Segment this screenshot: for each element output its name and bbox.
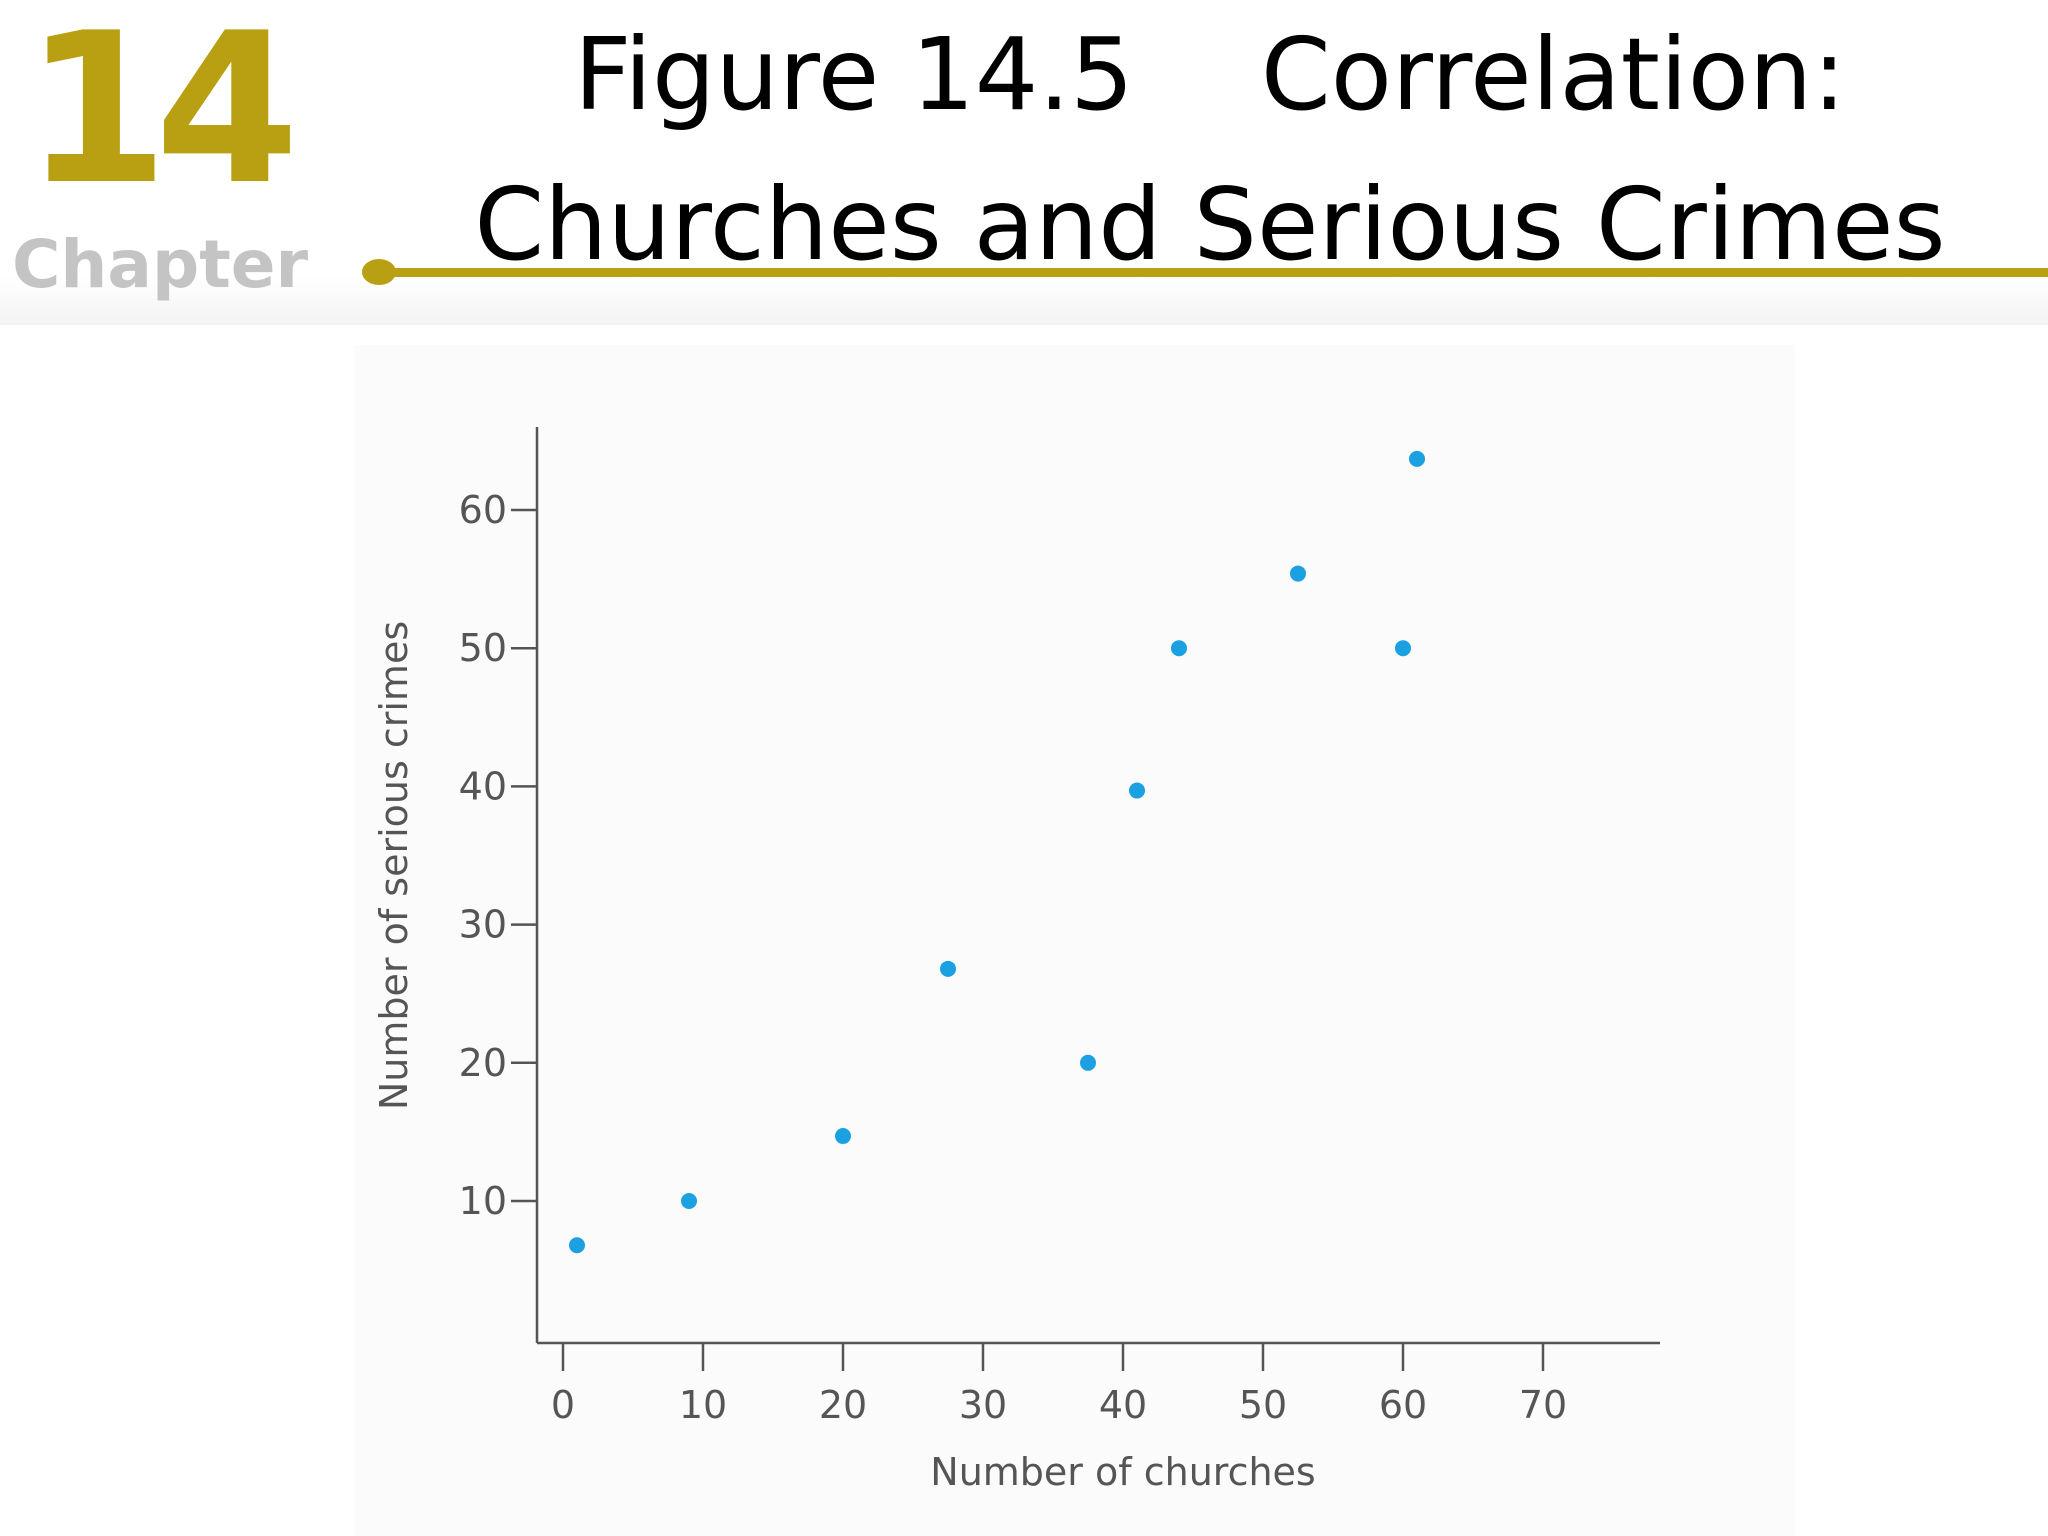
data-point — [681, 1193, 697, 1209]
x-tick-label: 40 — [1099, 1383, 1147, 1427]
y-tick-label: 30 — [459, 903, 507, 947]
y-axis-title: Number of serious crimes — [372, 621, 416, 1110]
chart-axes — [535, 427, 1660, 1345]
data-point — [835, 1128, 851, 1145]
x-tick-label: 0 — [551, 1383, 575, 1427]
y-tick-label: 10 — [459, 1179, 507, 1223]
x-tick-label: 30 — [959, 1383, 1007, 1427]
y-tick-label: 20 — [459, 1041, 507, 1085]
x-tick-label: 60 — [1379, 1383, 1427, 1427]
slide-title-line-1: Figure 14.5 Correlation: — [573, 16, 1847, 133]
chapter-label: Chapter — [12, 226, 309, 303]
slide-title-line-2: Churches and Serious Crimes — [474, 166, 1946, 283]
x-tick-label: 10 — [679, 1383, 727, 1427]
x-tick-label: 70 — [1519, 1383, 1567, 1427]
chart-panel: 0 10 20 30 40 50 60 70 10 20 30 40 50 60 Number of ch… — [355, 345, 1795, 1536]
chart-points — [569, 450, 1425, 1254]
x-tick-label: 20 — [819, 1383, 867, 1427]
y-tick-label: 60 — [459, 488, 507, 532]
data-point — [569, 1237, 585, 1254]
y-tick-label: 50 — [459, 626, 507, 670]
data-point — [1129, 782, 1145, 799]
data-point — [1290, 565, 1306, 582]
chapter-number: 14 — [24, 0, 299, 231]
data-point — [1395, 640, 1411, 657]
data-point — [1409, 450, 1425, 467]
title-rule-line — [378, 268, 2048, 277]
y-tick-label: 40 — [459, 764, 507, 808]
data-point — [1080, 1054, 1096, 1071]
x-axis-title: Number of churches — [930, 1450, 1315, 1494]
slide-title: Figure 14.5 Correlation: Churches and Se… — [380, 0, 2040, 300]
scatter-chart: 0 10 20 30 40 50 60 70 10 20 30 40 50 60 Number of ch… — [372, 427, 1660, 1494]
x-tick-label: 50 — [1239, 1383, 1287, 1427]
data-point — [940, 960, 956, 977]
chart-ticks: 0 10 20 30 40 50 60 70 10 20 30 40 50 60 — [459, 488, 1568, 1427]
data-point — [1171, 640, 1187, 657]
